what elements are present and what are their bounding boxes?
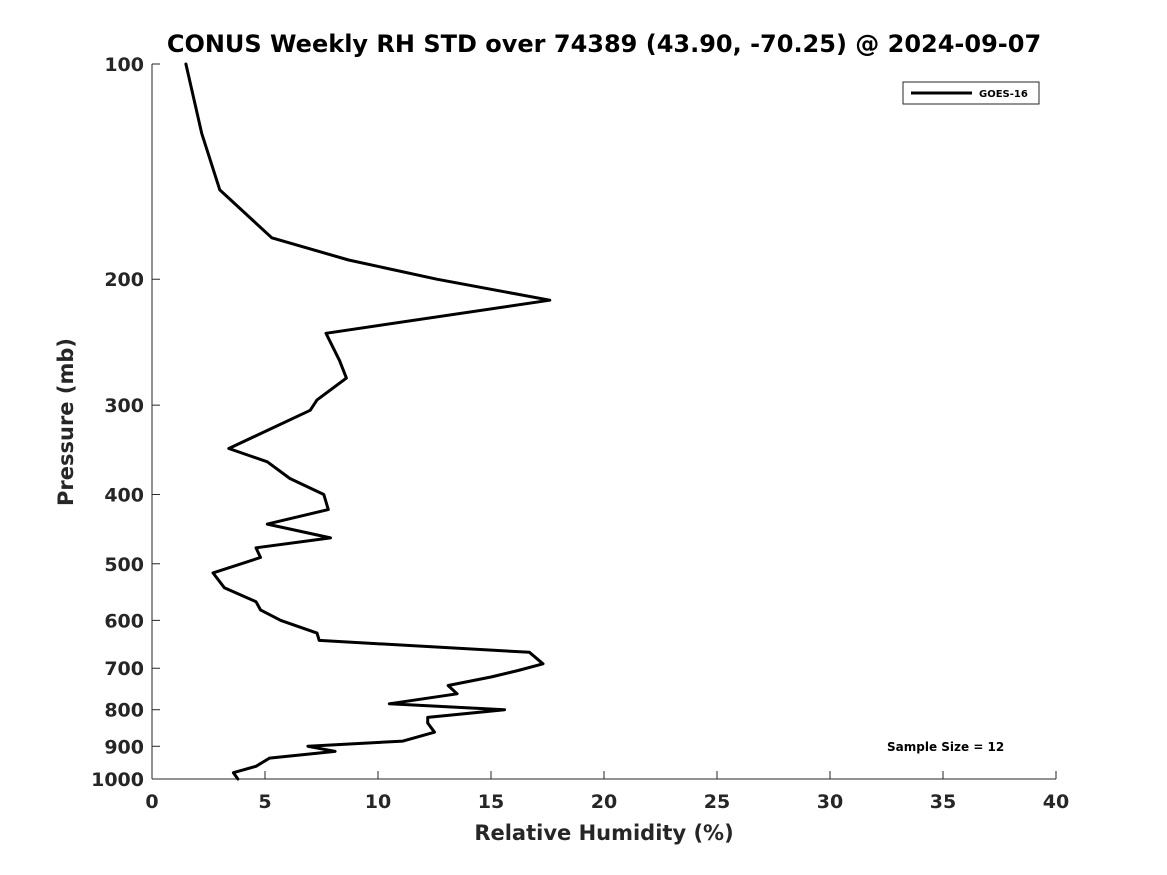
x-tick-label: 20 xyxy=(591,791,617,813)
y-tick-label: 1000 xyxy=(91,769,144,791)
y-tick-label: 200 xyxy=(104,269,144,291)
y-tick-label: 900 xyxy=(104,736,144,758)
x-ticks: 0 5 10 15 20 25 30 35 40 xyxy=(145,771,1069,813)
x-tick-label: 5 xyxy=(258,791,271,813)
y-tick-label: 400 xyxy=(104,484,144,506)
chart-title: CONUS Weekly RH STD over 74389 (43.90, -… xyxy=(167,30,1041,58)
x-axis-label: Relative Humidity (%) xyxy=(474,821,733,845)
x-tick-label: 15 xyxy=(478,791,504,813)
x-tick-label: 25 xyxy=(704,791,730,813)
y-tick-label: 300 xyxy=(104,395,144,417)
legend: GOES-16 xyxy=(902,81,1040,105)
series-group xyxy=(184,62,552,781)
y-axis-label: Pressure (mb) xyxy=(54,338,78,506)
x-tick-label: 0 xyxy=(145,791,158,813)
y-ticks: 100 200 300 400 500 600 700 800 900 1000 xyxy=(91,54,160,791)
y-tick-label: 700 xyxy=(104,658,144,680)
y-tick-label: 600 xyxy=(104,610,144,632)
sample-size-annotation: Sample Size = 12 xyxy=(887,740,1004,754)
x-tick-label: 35 xyxy=(930,791,956,813)
x-tick-label: 40 xyxy=(1043,791,1069,813)
x-tick-label: 10 xyxy=(365,791,391,813)
x-tick-label: 30 xyxy=(817,791,843,813)
y-tick-label: 500 xyxy=(104,554,144,576)
legend-label-goes-16: GOES-16 xyxy=(979,89,1028,100)
series-line-goes-16 xyxy=(184,62,552,781)
y-tick-label: 800 xyxy=(104,700,144,722)
y-tick-label: 100 xyxy=(104,54,144,76)
